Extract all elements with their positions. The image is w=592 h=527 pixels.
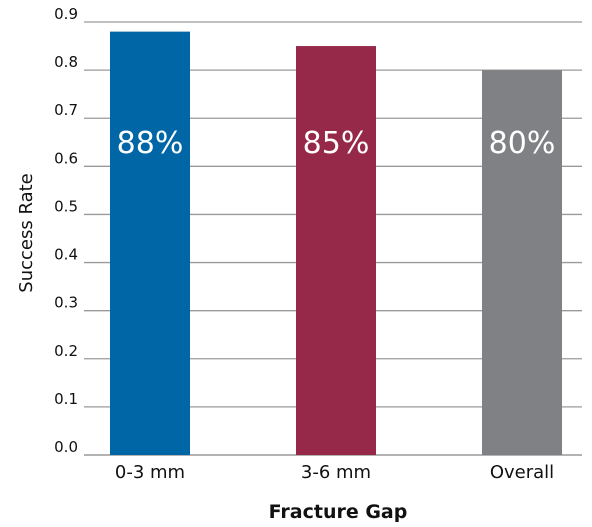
y-tick-label: 0.0 <box>54 438 78 456</box>
y-tick-label: 0.9 <box>54 5 78 23</box>
data-label: 85% <box>303 126 370 161</box>
x-tick-label: 0-3 mm <box>115 462 185 483</box>
bars <box>110 31 562 456</box>
y-tick-label: 0.5 <box>54 197 78 215</box>
x-tick-label: 3-6 mm <box>301 462 371 483</box>
x-tick-label: Overall <box>490 462 554 483</box>
y-tick-label: 0.7 <box>54 101 78 119</box>
y-axis-ticks: 0.0 0.1 0.2 0.3 0.4 0.5 0.6 0.7 0.8 0.9 <box>54 5 78 456</box>
y-tick-label: 0.8 <box>54 53 78 71</box>
y-tick-label: 0.1 <box>54 390 78 408</box>
y-tick-label: 0.6 <box>54 149 78 167</box>
bar-0-3-mm <box>110 31 190 455</box>
data-label: 88% <box>117 126 184 161</box>
data-label: 80% <box>489 126 556 161</box>
data-labels: 88% 85% 80% <box>117 126 556 161</box>
y-tick-label: 0.2 <box>54 342 78 360</box>
x-axis-ticks: 0-3 mm 3-6 mm Overall <box>115 462 554 483</box>
y-tick-label: 0.4 <box>54 246 78 264</box>
y-tick-label: 0.3 <box>54 294 78 312</box>
y-axis-label: Success Rate <box>16 173 37 292</box>
bar-3-6-mm <box>296 46 376 456</box>
bar-overall <box>482 70 562 455</box>
x-axis-label: Fracture Gap <box>269 501 408 523</box>
